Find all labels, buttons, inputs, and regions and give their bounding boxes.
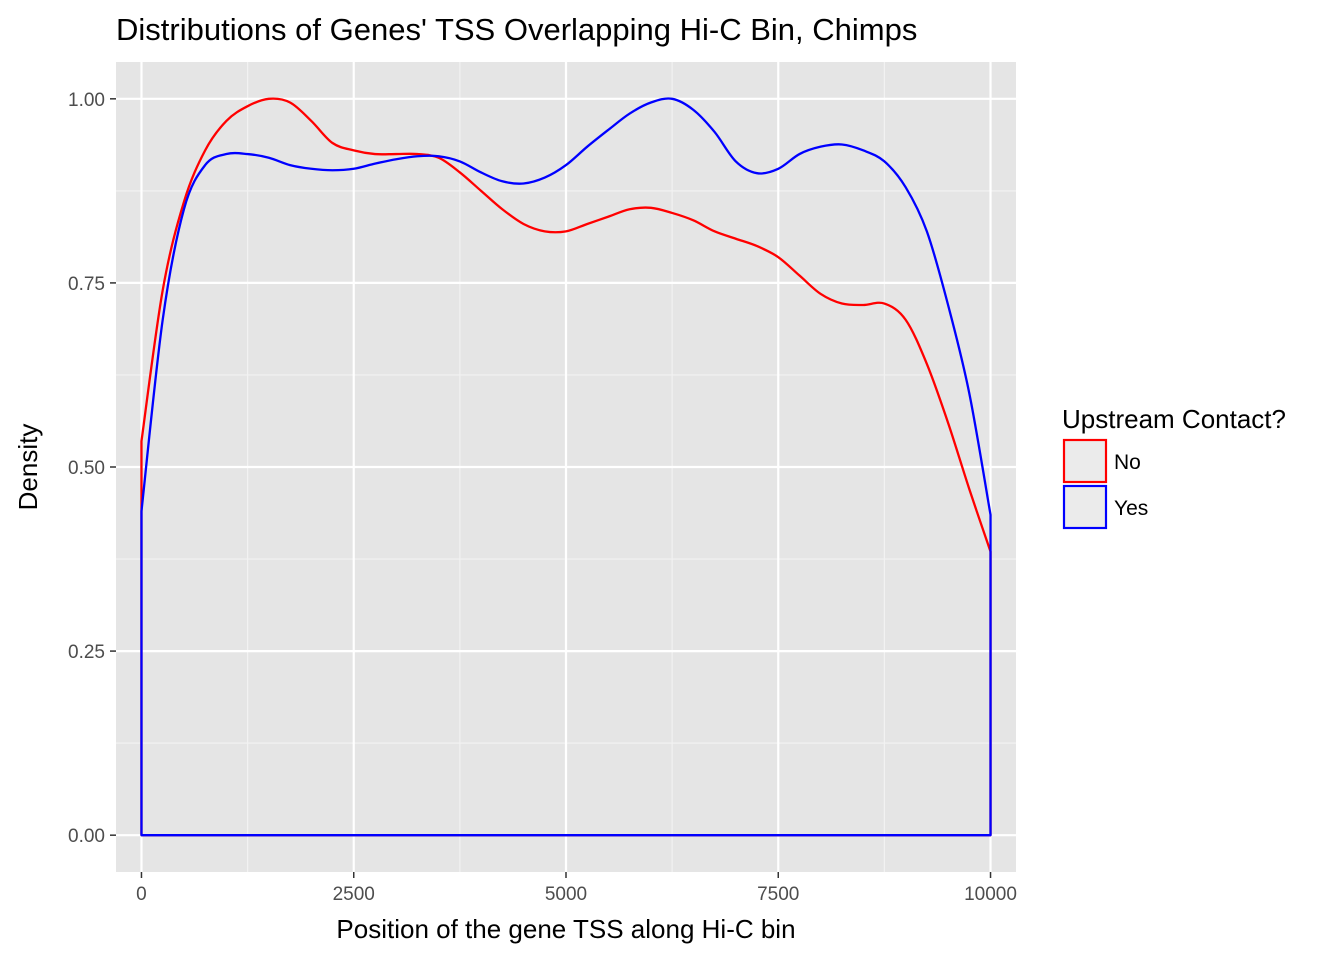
legend-key-no	[1062, 438, 1108, 484]
density-curve-no	[140, 97, 992, 837]
y-tick-label: 1.00	[68, 90, 105, 111]
legend-label-no: No	[1114, 451, 1141, 474]
x-axis-title: Position of the gene TSS along Hi-C bin	[336, 914, 795, 944]
y-tick-label: 0.75	[68, 274, 105, 295]
x-tick-label: 2500	[333, 884, 375, 905]
x-axis: 0 2500 5000 7500 10000	[136, 872, 1017, 905]
y-axis: 0.00 0.25 0.50 0.75 1.00	[68, 90, 116, 847]
x-tick-label: 10000	[964, 884, 1017, 905]
y-tick-label: 0.50	[68, 458, 105, 479]
x-tick-label: 5000	[545, 884, 587, 905]
density-curves	[140, 97, 992, 837]
legend-title: Upstream Contact?	[1062, 404, 1286, 434]
legend: Upstream Contact? No Yes	[1062, 404, 1286, 530]
x-tick-label: 0	[136, 884, 147, 905]
legend-key-yes	[1062, 484, 1108, 530]
x-tick-label: 7500	[757, 884, 799, 905]
y-tick-label: 0.00	[68, 826, 105, 847]
density-curve-yes	[140, 97, 992, 837]
chart-title: Distributions of Genes' TSS Overlapping …	[116, 12, 917, 47]
y-tick-label: 0.25	[68, 642, 105, 663]
legend-label-yes: Yes	[1114, 497, 1148, 520]
y-axis-title: Density	[13, 424, 43, 511]
